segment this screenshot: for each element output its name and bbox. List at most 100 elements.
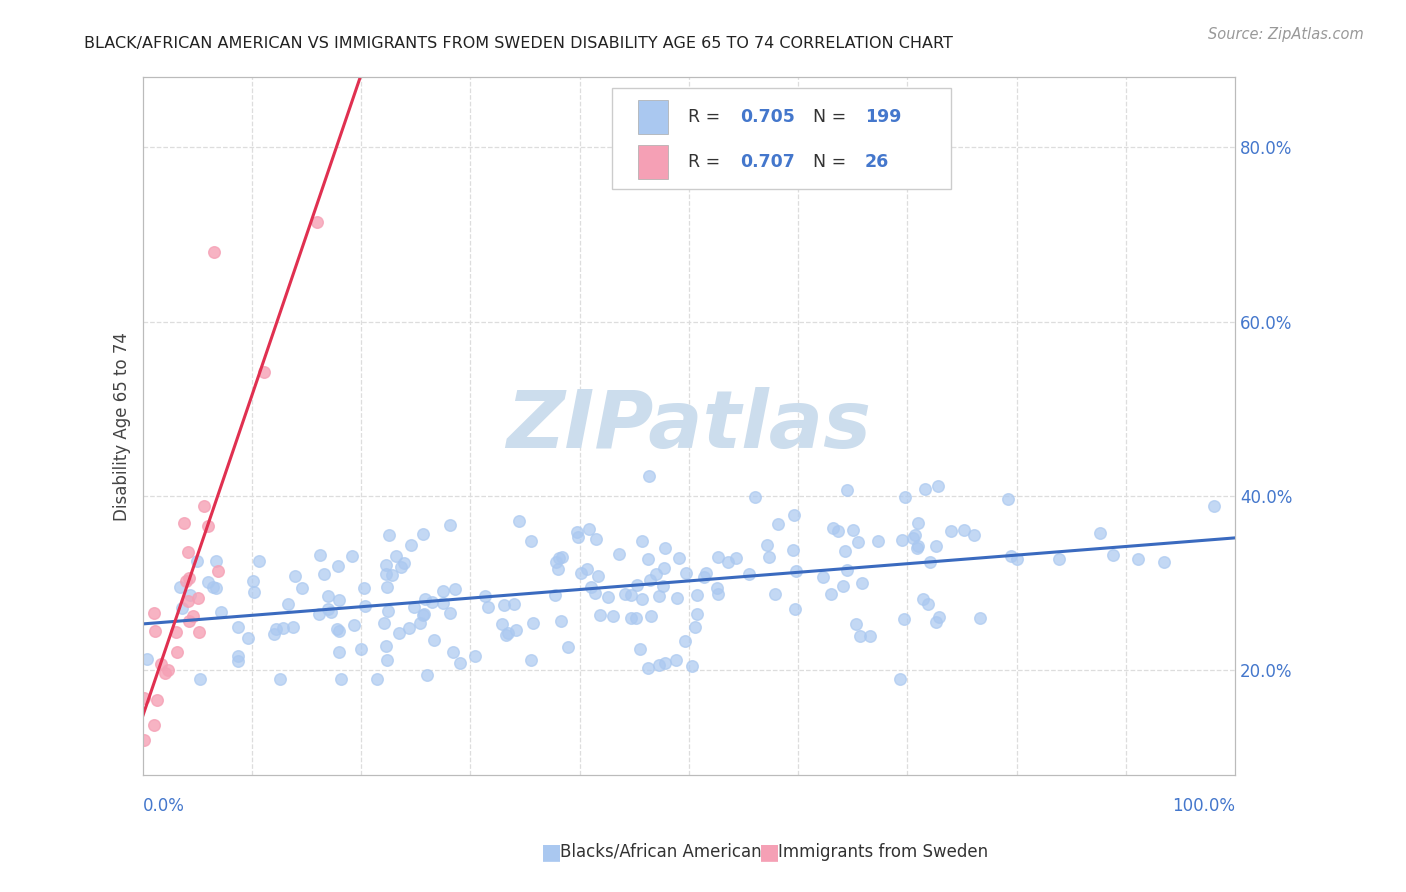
Point <box>755 538 778 552</box>
Point <box>143 718 166 732</box>
Point <box>173 516 195 530</box>
Point <box>325 622 347 636</box>
Point <box>654 541 676 556</box>
Text: 0.705: 0.705 <box>740 108 796 126</box>
Point <box>373 615 395 630</box>
Point <box>505 623 527 637</box>
Point <box>226 649 249 664</box>
Point <box>197 575 219 590</box>
Point <box>236 632 259 646</box>
Point <box>328 645 350 659</box>
Point <box>271 621 294 635</box>
Point <box>412 527 434 541</box>
Point <box>607 547 630 561</box>
Point <box>328 558 350 573</box>
Point <box>188 672 211 686</box>
Point <box>858 629 880 643</box>
Text: 26: 26 <box>865 153 889 171</box>
Point <box>837 483 859 498</box>
Point <box>366 672 388 686</box>
Point <box>673 633 696 648</box>
Point <box>308 607 330 621</box>
Point <box>388 625 411 640</box>
Point <box>652 561 675 575</box>
Point <box>494 598 516 612</box>
Point <box>706 587 728 601</box>
Point <box>342 549 364 564</box>
Point <box>491 617 513 632</box>
Point <box>832 579 855 593</box>
Point <box>319 605 342 619</box>
Point <box>166 645 188 659</box>
Point <box>432 597 454 611</box>
Text: N =: N = <box>814 153 852 171</box>
Point <box>565 524 588 539</box>
Point <box>202 244 225 259</box>
Point <box>242 584 264 599</box>
Point <box>889 672 911 686</box>
Point <box>550 614 572 628</box>
Point <box>903 528 925 542</box>
Point <box>375 653 398 667</box>
Point <box>378 528 401 542</box>
Point <box>783 602 806 616</box>
Point <box>412 608 434 623</box>
Point <box>848 534 870 549</box>
Point <box>905 541 928 555</box>
Point <box>519 533 541 548</box>
Point <box>783 508 806 523</box>
Point <box>375 566 398 581</box>
Point <box>207 564 229 578</box>
Point <box>381 568 404 582</box>
Point <box>820 587 842 601</box>
Point <box>681 659 703 673</box>
Point <box>242 574 264 589</box>
Point <box>1102 548 1125 562</box>
Point <box>146 692 169 706</box>
Point <box>420 595 443 609</box>
Point <box>187 591 209 605</box>
Point <box>686 588 709 602</box>
Point <box>263 627 285 641</box>
Point <box>628 642 651 657</box>
Text: BLACK/AFRICAN AMERICAN VS IMMIGRANTS FROM SWEDEN DISABILITY AGE 65 TO 74 CORRELA: BLACK/AFRICAN AMERICAN VS IMMIGRANTS FRO… <box>84 36 953 51</box>
Text: Source: ZipAtlas.com: Source: ZipAtlas.com <box>1208 27 1364 42</box>
Point <box>508 514 530 528</box>
Point <box>343 618 366 632</box>
Point <box>413 592 436 607</box>
Point <box>439 517 461 532</box>
Point <box>1204 499 1226 513</box>
Point <box>399 538 422 552</box>
Point <box>997 491 1019 506</box>
Point <box>318 602 340 616</box>
Point <box>522 616 544 631</box>
Point <box>474 589 496 603</box>
Point <box>1153 555 1175 569</box>
Point <box>868 534 890 549</box>
Point <box>738 567 761 582</box>
Point <box>149 657 172 672</box>
Point <box>309 549 332 563</box>
Point <box>177 571 200 585</box>
Point <box>205 582 228 596</box>
Point <box>441 645 464 659</box>
Point <box>201 580 224 594</box>
Y-axis label: Disability Age 65 to 74: Disability Age 65 to 74 <box>114 332 131 521</box>
Point <box>188 624 211 639</box>
Point <box>586 568 609 582</box>
Point <box>316 589 339 603</box>
Point <box>630 591 652 606</box>
Text: N =: N = <box>814 108 852 126</box>
Point <box>170 601 193 615</box>
Point <box>827 524 849 538</box>
Point <box>1000 549 1022 564</box>
Point <box>134 691 156 706</box>
Point <box>834 544 856 558</box>
Point <box>312 567 335 582</box>
Point <box>328 624 350 639</box>
Point <box>648 589 671 603</box>
Point <box>281 619 304 633</box>
Point <box>291 582 314 596</box>
Point <box>276 597 298 611</box>
Point <box>683 620 706 634</box>
